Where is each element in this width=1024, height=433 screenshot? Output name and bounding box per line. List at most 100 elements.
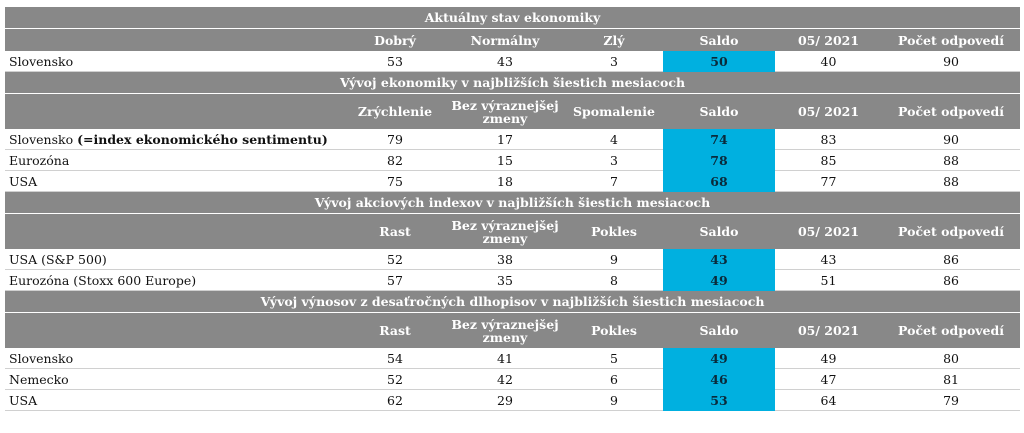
saldo-cell: 50 bbox=[663, 51, 775, 72]
value-cell: 62 bbox=[345, 389, 445, 411]
row-label-text: USA bbox=[9, 392, 38, 408]
column-header: Saldo bbox=[663, 93, 775, 129]
column-header: Dobrý bbox=[345, 28, 445, 51]
saldo-cell: 78 bbox=[663, 149, 775, 171]
value-cell: 81 bbox=[882, 368, 1021, 390]
row-label-text: Eurozóna bbox=[9, 152, 70, 168]
column-header: Počet odpovedí bbox=[882, 28, 1021, 51]
column-header: 05/ 2021 bbox=[775, 213, 882, 249]
column-header-row: Rast Bez výraznejšej zmeny Pokles Saldo 05/ … bbox=[5, 213, 1021, 249]
table-row: Eurozóna (Stoxx 600 Europe) 57 35 8 49 51 86 bbox=[5, 269, 1021, 291]
value-cell: 35 bbox=[445, 269, 565, 291]
column-header: Rast bbox=[345, 213, 445, 249]
value-cell: 88 bbox=[882, 149, 1021, 171]
section-title-row: Vývoj výnosov z desaťročných dlhopisov v… bbox=[5, 290, 1021, 313]
row-label-text: Slovensko bbox=[9, 53, 74, 69]
saldo-cell: 49 bbox=[663, 269, 775, 291]
value-cell: 80 bbox=[882, 348, 1021, 369]
value-cell: 82 bbox=[345, 149, 445, 171]
value-cell: 53 bbox=[345, 51, 445, 72]
saldo-cell: 53 bbox=[663, 389, 775, 411]
row-label: Nemecko bbox=[5, 368, 345, 390]
value-cell: 79 bbox=[345, 129, 445, 150]
table-row: USA 62 29 9 53 64 79 bbox=[5, 389, 1021, 411]
row-label: Slovensko (=index ekonomického sentiment… bbox=[5, 129, 345, 150]
table-row: USA 75 18 7 68 77 88 bbox=[5, 170, 1021, 192]
saldo-cell: 46 bbox=[663, 368, 775, 390]
row-label: Slovensko bbox=[5, 348, 345, 369]
value-cell: 83 bbox=[775, 129, 882, 150]
column-header: Bez výraznejšej zmeny bbox=[445, 93, 565, 129]
value-cell: 86 bbox=[882, 249, 1021, 270]
value-cell: 40 bbox=[775, 51, 882, 72]
value-cell: 90 bbox=[882, 51, 1021, 72]
column-header: Pokles bbox=[565, 312, 663, 348]
row-label-bold: (=index ekonomického sentimentu) bbox=[77, 131, 328, 147]
value-cell: 9 bbox=[565, 389, 663, 411]
section-title: Vývoj výnosov z desaťročných dlhopisov v… bbox=[5, 290, 1021, 313]
column-header: 05/ 2021 bbox=[775, 93, 882, 129]
section-title-row: Aktuálny stav ekonomiky bbox=[5, 7, 1021, 29]
row-label-text: Slovensko bbox=[9, 350, 74, 366]
column-header: 05/ 2021 bbox=[775, 312, 882, 348]
survey-table: Aktuálny stav ekonomiky Dobrý Normálny Zlý S… bbox=[5, 7, 1021, 411]
value-cell: 42 bbox=[445, 368, 565, 390]
header-spacer bbox=[5, 312, 345, 348]
row-label-text: USA (S&P 500) bbox=[9, 251, 107, 267]
value-cell: 57 bbox=[345, 269, 445, 291]
column-header: Počet odpovedí bbox=[882, 93, 1021, 129]
value-cell: 4 bbox=[565, 129, 663, 150]
table-row: Eurozóna 82 15 3 78 85 88 bbox=[5, 149, 1021, 171]
value-cell: 64 bbox=[775, 389, 882, 411]
saldo-cell: 74 bbox=[663, 129, 775, 150]
header-spacer bbox=[5, 28, 345, 51]
value-cell: 75 bbox=[345, 170, 445, 192]
table-row: Nemecko 52 42 6 46 47 81 bbox=[5, 368, 1021, 390]
saldo-cell: 43 bbox=[663, 249, 775, 270]
saldo-cell: 49 bbox=[663, 348, 775, 369]
value-cell: 7 bbox=[565, 170, 663, 192]
value-cell: 3 bbox=[565, 149, 663, 171]
table-row: Slovensko 53 43 3 50 40 90 bbox=[5, 51, 1021, 72]
column-header: Zrýchlenie bbox=[345, 93, 445, 129]
value-cell: 8 bbox=[565, 269, 663, 291]
table-row: Slovensko (=index ekonomického sentiment… bbox=[5, 129, 1021, 150]
section-title-row: Vývoj akciových indexov v najbližších ši… bbox=[5, 191, 1021, 214]
section-title: Vývoj ekonomiky v najbližších šiestich m… bbox=[5, 71, 1021, 94]
row-label: Eurozóna bbox=[5, 149, 345, 171]
table-row: Slovensko 54 41 5 49 49 80 bbox=[5, 348, 1021, 369]
section-title-row: Vývoj ekonomiky v najbližších šiestich m… bbox=[5, 71, 1021, 94]
row-label: USA bbox=[5, 389, 345, 411]
value-cell: 79 bbox=[882, 389, 1021, 411]
value-cell: 43 bbox=[445, 51, 565, 72]
row-label-text: Nemecko bbox=[9, 371, 69, 387]
header-spacer bbox=[5, 213, 345, 249]
value-cell: 3 bbox=[565, 51, 663, 72]
column-header: Spomalenie bbox=[565, 93, 663, 129]
value-cell: 9 bbox=[565, 249, 663, 270]
row-label-text: USA bbox=[9, 173, 38, 189]
column-header-row: Rast Bez výraznejšej zmeny Pokles Saldo 05/ … bbox=[5, 312, 1021, 348]
value-cell: 54 bbox=[345, 348, 445, 369]
value-cell: 85 bbox=[775, 149, 882, 171]
column-header: Rast bbox=[345, 312, 445, 348]
saldo-cell: 68 bbox=[663, 170, 775, 192]
value-cell: 41 bbox=[445, 348, 565, 369]
value-cell: 49 bbox=[775, 348, 882, 369]
row-label: Eurozóna (Stoxx 600 Europe) bbox=[5, 269, 345, 291]
value-cell: 88 bbox=[882, 170, 1021, 192]
column-header: Bez výraznejšej zmeny bbox=[445, 213, 565, 249]
value-cell: 6 bbox=[565, 368, 663, 390]
value-cell: 38 bbox=[445, 249, 565, 270]
column-header: Pokles bbox=[565, 213, 663, 249]
value-cell: 43 bbox=[775, 249, 882, 270]
value-cell: 18 bbox=[445, 170, 565, 192]
row-label-text: Eurozóna (Stoxx 600 Europe) bbox=[9, 272, 197, 288]
row-label: Slovensko bbox=[5, 51, 345, 72]
row-label: USA bbox=[5, 170, 345, 192]
column-header: Počet odpovedí bbox=[882, 213, 1021, 249]
value-cell: 15 bbox=[445, 149, 565, 171]
section-title: Vývoj akciových indexov v najbližších ši… bbox=[5, 191, 1021, 214]
survey-table-body: Aktuálny stav ekonomiky Dobrý Normálny Zlý S… bbox=[5, 7, 1021, 411]
value-cell: 52 bbox=[345, 368, 445, 390]
